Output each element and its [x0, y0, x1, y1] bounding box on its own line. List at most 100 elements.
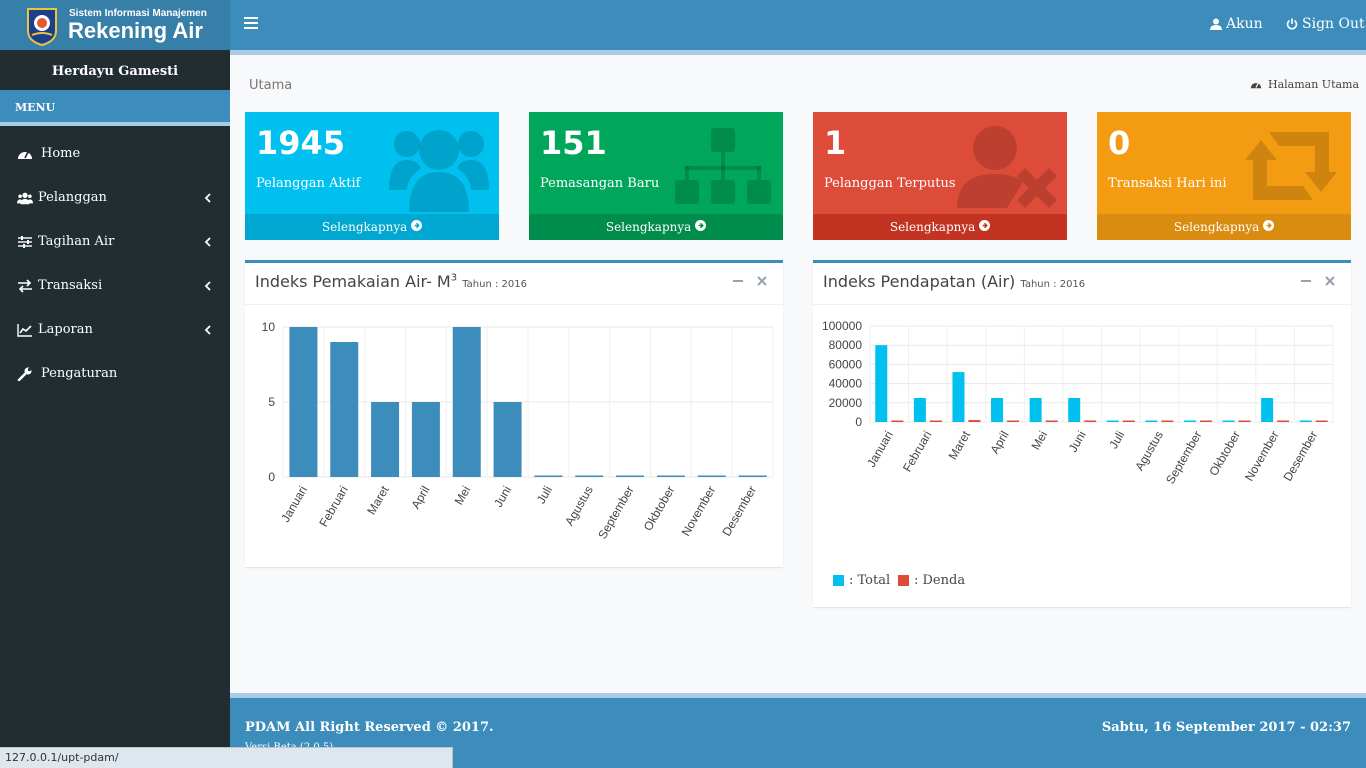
stat-value: 1 [824, 124, 847, 162]
chevron-left-icon [204, 193, 211, 203]
bar[interactable] [371, 402, 400, 477]
bar[interactable] [913, 398, 926, 422]
y-tick-label: 60000 [829, 357, 863, 371]
collapse-icon[interactable] [732, 275, 744, 287]
account-link[interactable]: Akun [1210, 16, 1263, 32]
x-tick-label: April [408, 484, 432, 512]
sidebar-item-home[interactable]: Home [0, 134, 230, 174]
x-tick-label: Agustus [562, 484, 596, 529]
x-tick-label: Januari [278, 484, 310, 525]
y-tick-label: 100000 [822, 319, 862, 333]
bar[interactable] [1122, 420, 1135, 423]
arrow-circle-right-icon [695, 220, 707, 231]
arrow-circle-right-icon [1263, 220, 1275, 231]
bar[interactable] [1029, 398, 1042, 422]
stat-label: Pelanggan Aktif [256, 176, 361, 191]
bar[interactable] [875, 345, 888, 422]
bar[interactable] [738, 475, 767, 478]
usage-bar-chart: 0 5 10 Januari Februari Maret April Mei Juni Juli… [262, 320, 774, 542]
users-icon [17, 192, 33, 205]
bar[interactable] [493, 402, 522, 477]
bar[interactable] [1238, 420, 1251, 423]
sidebar-item-pelanggan[interactable]: Pelanggan [0, 178, 230, 218]
signout-link[interactable]: Sign Out [1286, 16, 1365, 32]
bar[interactable] [968, 420, 981, 422]
bar[interactable] [991, 398, 1004, 422]
breadcrumb-home-link[interactable]: Halaman Utama [1268, 78, 1360, 91]
bar[interactable] [891, 420, 904, 423]
bar[interactable] [616, 475, 645, 478]
page-title: Utama [249, 78, 293, 93]
x-tick-label: Desember [719, 484, 759, 539]
dashboard-icon [1250, 82, 1262, 89]
income-chart-panel: Indeks Pendapatan (Air) Tahun : 2016 0 20… [813, 260, 1351, 607]
line-chart-icon [17, 324, 32, 337]
bar[interactable] [411, 402, 440, 477]
close-icon[interactable] [1324, 275, 1336, 287]
breadcrumb[interactable]: Halaman Utama [1250, 78, 1359, 91]
bar[interactable] [952, 372, 965, 422]
panel-title-text: Indeks Pemakaian Air- M [255, 272, 451, 291]
x-tick-label: Okbtober [641, 483, 678, 533]
menu-header: MENU [0, 90, 230, 126]
bar[interactable] [929, 420, 942, 423]
bar[interactable] [1045, 420, 1058, 423]
bar[interactable] [289, 327, 318, 477]
bar[interactable] [1299, 420, 1312, 423]
x-tick-label: September [595, 484, 636, 542]
panel-header: Indeks Pendapatan (Air) Tahun : 2016 [813, 263, 1351, 305]
bar[interactable] [534, 475, 563, 478]
more-info-label: Selengkapnya [1173, 220, 1260, 234]
logo-title: Rekening Air [68, 18, 203, 43]
sidebar-item-tagihan-air[interactable]: Tagihan Air [0, 222, 230, 262]
bar[interactable] [1007, 420, 1020, 423]
bar[interactable] [1183, 420, 1196, 423]
x-tick-label: November [679, 484, 719, 539]
more-info-link[interactable]: Selengkapnya [1097, 214, 1351, 240]
account-label: Akun [1226, 16, 1263, 32]
bar[interactable] [1222, 420, 1235, 423]
sidebar-item-label: Home [41, 146, 81, 161]
bar[interactable] [1261, 398, 1274, 422]
bar[interactable] [656, 475, 685, 478]
bar[interactable] [1106, 420, 1119, 423]
x-tick-label: Maret [364, 483, 392, 517]
arrow-circle-right-icon [411, 220, 423, 231]
footer-copyright: PDAM All Right Reserved © 2017. [245, 720, 494, 735]
logo-subtitle: Sistem Informasi Manajemen [69, 8, 207, 19]
y-tick-label: 80000 [829, 338, 863, 352]
bar[interactable] [1277, 420, 1290, 423]
wrench-icon [17, 367, 32, 381]
legend-swatch-total [833, 575, 844, 586]
more-info-link[interactable]: Selengkapnya [813, 214, 1067, 240]
close-icon[interactable] [756, 275, 768, 287]
browser-status-url: 127.0.0.1/upt-pdam/ [0, 747, 453, 768]
y-tick-label: 5 [268, 395, 275, 409]
sidebar-item-laporan[interactable]: Laporan [0, 310, 230, 350]
bar[interactable] [452, 327, 481, 477]
logo-area[interactable]: Sistem Informasi Manajemen Rekening Air [0, 0, 230, 50]
bar[interactable] [1145, 420, 1158, 423]
bar[interactable] [1068, 398, 1081, 422]
bar[interactable] [1199, 420, 1212, 423]
sidebar-item-transaksi[interactable]: Transaksi [0, 266, 230, 306]
x-tick-label: Mei [1028, 429, 1050, 453]
sidebar: Herdayu Gamesti MENU Home Pelanggan Tagi… [0, 50, 230, 768]
x-tick-label: Januari [864, 429, 896, 470]
more-info-label: Selengkapnya [889, 220, 976, 234]
more-info-link[interactable]: Selengkapnya [529, 214, 783, 240]
x-tick-label: Juni [1066, 429, 1089, 455]
bar[interactable] [330, 342, 359, 477]
bar[interactable] [1161, 420, 1174, 423]
panel-year-label: Tahun : 2016 [462, 279, 527, 290]
y-tick-label: 20000 [829, 396, 863, 410]
sidebar-item-label: Tagihan Air [38, 234, 115, 249]
collapse-icon[interactable] [1300, 275, 1312, 287]
bar[interactable] [1084, 420, 1097, 423]
bar[interactable] [575, 475, 604, 478]
sidebar-item-pengaturan[interactable]: Pengaturan [0, 354, 230, 394]
sidebar-toggle-icon[interactable] [244, 17, 258, 31]
more-info-link[interactable]: Selengkapnya [245, 214, 499, 240]
bar[interactable] [697, 475, 726, 478]
bar[interactable] [1315, 420, 1328, 423]
